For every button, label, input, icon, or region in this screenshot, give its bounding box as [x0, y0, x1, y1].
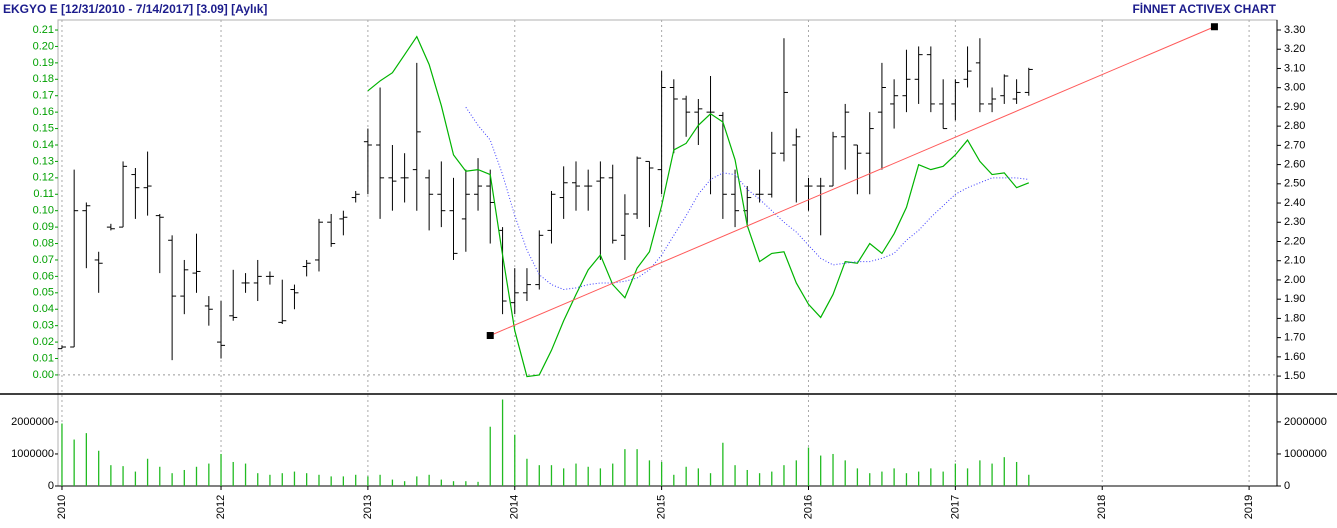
y-tick-label: 0.18: [33, 73, 54, 85]
y2-tick-label: 3.30: [1284, 24, 1305, 36]
y2-tick-label: 2.30: [1284, 216, 1305, 228]
y2-tick-label: 2.00: [1284, 274, 1305, 286]
y-tick-label: 0.10: [33, 205, 54, 217]
volume-tick-label: 1000000: [11, 448, 54, 460]
y-tick-label: 0.14: [33, 139, 54, 151]
trend-anchor: [486, 332, 494, 340]
y2-tick-label: 2.80: [1284, 120, 1305, 132]
volume-tick-label: 1000000: [1284, 448, 1327, 460]
y-tick-label: 0.00: [33, 369, 54, 381]
y-tick-label: 0.21: [33, 24, 54, 36]
y2-tick-label: 2.40: [1284, 197, 1305, 209]
y2-tick-label: 3.10: [1284, 62, 1305, 74]
watermark: FİNNET ACTIVEX CHART: [1132, 1, 1276, 16]
y-tick-label: 0.17: [33, 90, 54, 102]
x-tick-label: 2012: [215, 495, 227, 519]
y2-tick-label: 3.20: [1284, 43, 1305, 55]
x-tick-label: 2014: [509, 495, 521, 519]
y2-tick-label: 2.50: [1284, 178, 1305, 190]
y2-tick-label: 1.70: [1284, 332, 1305, 344]
y2-tick-label: 1.50: [1284, 370, 1305, 382]
y-tick-label: 0.01: [33, 352, 54, 364]
x-tick-label: 2016: [802, 495, 814, 519]
y2-tick-label: 1.80: [1284, 312, 1305, 324]
x-tick-label: 2019: [1243, 495, 1255, 519]
indicator-line: [367, 35, 1030, 378]
y2-tick-label: 2.60: [1284, 158, 1305, 170]
x-tick-label: 2017: [949, 495, 961, 519]
y-tick-label: 0.03: [33, 320, 54, 332]
y2-tick-label: 3.00: [1284, 82, 1305, 94]
y2-tick-label: 2.90: [1284, 101, 1305, 113]
trend-anchor: [1210, 23, 1218, 31]
y-tick-label: 0.15: [33, 122, 54, 134]
y2-tick-label: 2.10: [1284, 255, 1305, 267]
chart-title: EKGYO E [12/31/2010 - 7/14/2017] [3.09] …: [3, 2, 267, 16]
y-tick-label: 0.16: [33, 106, 54, 118]
x-tick-label: 2018: [1096, 495, 1108, 519]
y-tick-label: 0.20: [33, 40, 54, 52]
y2-tick-label: 2.20: [1284, 235, 1305, 247]
y2-tick-label: 1.90: [1284, 293, 1305, 305]
y-tick-label: 0.13: [33, 155, 54, 167]
trend-line: [490, 26, 1215, 336]
y-tick-label: 0.05: [33, 287, 54, 299]
y-tick-label: 0.12: [33, 172, 54, 184]
y-tick-label: 0.02: [33, 336, 54, 348]
y-tick-label: 0.08: [33, 237, 54, 249]
volume-tick-label: 0: [48, 480, 54, 492]
y-tick-label: 0.09: [33, 221, 54, 233]
y2-tick-label: 1.60: [1284, 351, 1305, 363]
x-tick-label: 2010: [56, 495, 68, 519]
y-tick-label: 0.07: [33, 254, 54, 266]
y-tick-label: 0.11: [33, 188, 54, 200]
y-tick-label: 0.06: [33, 270, 54, 282]
y-tick-label: 0.04: [33, 303, 54, 315]
y-tick-label: 0.19: [33, 57, 54, 69]
volume-tick-label: 2000000: [11, 416, 54, 428]
volume-tick-label: 0: [1284, 480, 1290, 492]
volume-tick-label: 2000000: [1284, 416, 1327, 428]
x-tick-label: 2015: [656, 495, 668, 519]
x-tick-label: 2013: [362, 495, 374, 519]
y2-tick-label: 2.70: [1284, 139, 1305, 151]
